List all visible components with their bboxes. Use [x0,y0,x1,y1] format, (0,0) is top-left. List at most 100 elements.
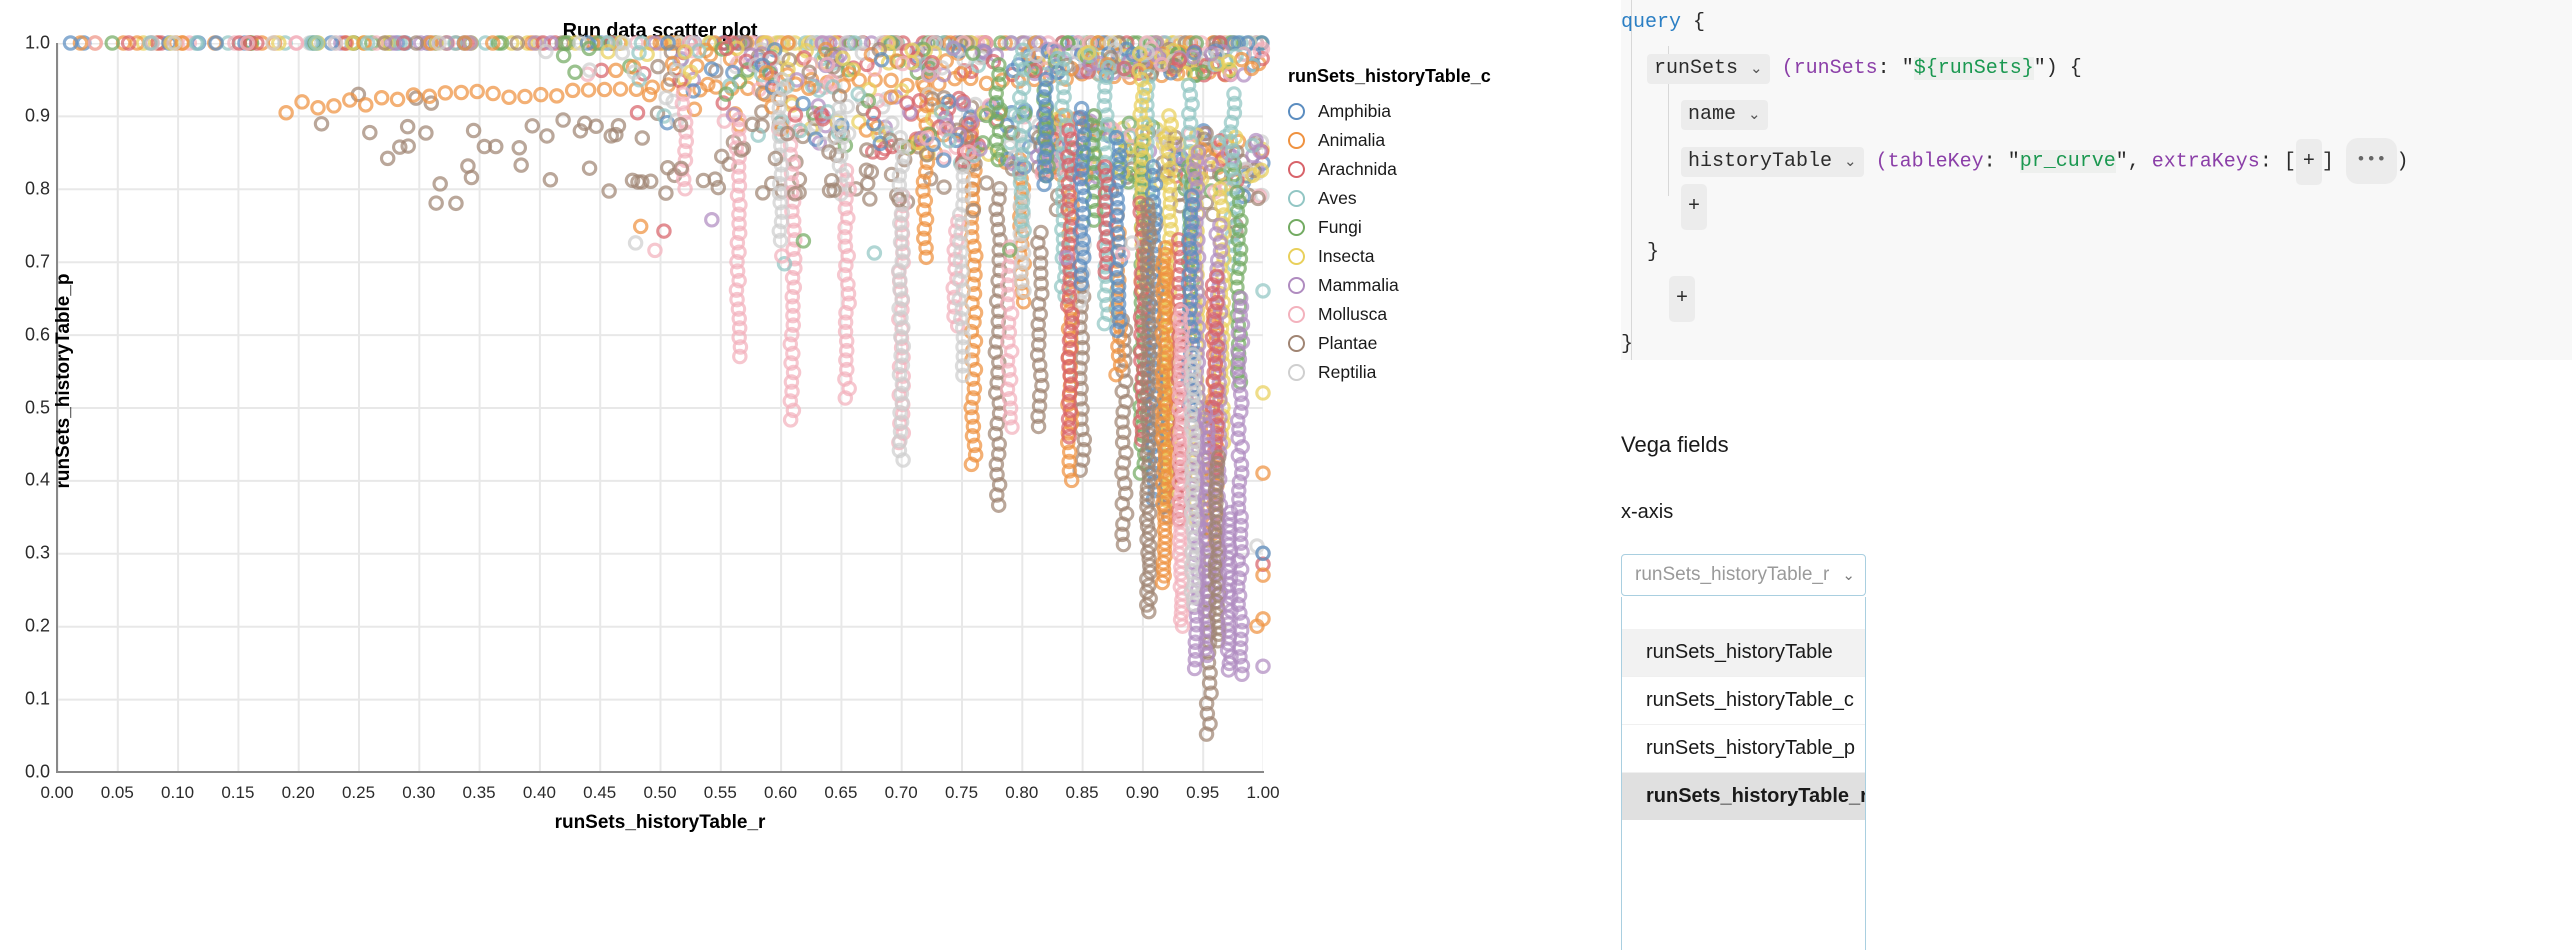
y-tick-label: 0.7 [24,251,50,272]
y-axis-line [56,43,58,773]
x-tick-label: 0.30 [402,783,436,802]
legend-item-label: Reptilia [1318,362,1377,382]
legend-item-animalia[interactable]: Animalia [1288,126,1538,155]
legend-item-label: Mollusca [1318,304,1388,324]
code-line-7: + [1621,276,2572,322]
legend-item-label: Aves [1318,188,1357,208]
legend-swatch-circle-icon [1288,219,1305,236]
y-axis-tick-labels: 0.0 0.1 0.2 0.3 0.4 0.5 0.6 0.7 0.8 0.9 1.0 [0,0,50,950]
x-tick-label: 0.90 [1125,783,1159,802]
arg-value-runsets[interactable]: ${runSets} [1913,57,2034,80]
y-tick-label: 0.0 [24,761,50,782]
legend-item-plantae[interactable]: Plantae [1288,329,1538,358]
scatter-points[interactable] [57,35,1271,772]
legend-swatch-circle-icon [1288,248,1305,265]
legend-item-fungi[interactable]: Fungi [1288,213,1538,242]
add-subfield-button[interactable]: + [1681,184,1707,230]
arg-value-tablekey[interactable]: pr_curve [2019,150,2116,174]
field-historytable[interactable]: historyTable ⌄ [1681,147,1864,178]
arg-name-extrakeys: extraKeys [2151,150,2260,174]
add-field-button[interactable]: + [1669,276,1695,322]
x-axis-field-label: x-axis [1621,501,1674,523]
chevron-down-icon[interactable]: ⌄ [1750,61,1763,78]
x-tick-label: 0.60 [764,783,798,802]
code-line-2: runSets ⌄ (runSets: "${runSets}") { [1621,46,2572,92]
x-tick-label: 1.00 [1246,783,1280,802]
dropdown-option-runSets_historyTable_c[interactable]: runSets_historyTable_c [1622,677,1865,724]
x-tick-label: 0.05 [100,783,134,802]
x-tick-label: 0.65 [824,783,858,802]
legend-item-mammalia[interactable]: Mammalia [1288,271,1538,300]
comma: , [2127,150,2140,174]
legend-item-label: Mammalia [1318,275,1399,295]
plot-area[interactable] [57,35,1271,772]
dropdown-search-row[interactable] [1622,597,1865,629]
x-axis-dropdown-menu[interactable]: runSets_historyTable runSets_historyTable… [1621,597,1866,950]
x-tick-label: 0.00 [40,783,74,802]
paren-open: ( [1875,150,1888,174]
paren-close-brace: ) { [2045,57,2082,80]
arg-name-runsets: runSets [1793,57,1878,80]
y-tick-label: 0.6 [24,324,50,345]
legend-item-label: Insecta [1318,246,1375,266]
dropdown-option-runSets_historyTable_p[interactable]: runSets_historyTable_p [1622,725,1865,772]
x-axis-select[interactable]: runSets_historyTable_r ⌄ [1621,554,1866,596]
legend-item-aves[interactable]: Aves [1288,184,1538,213]
legend-item-label: Fungi [1318,217,1362,237]
vega-fields-section-title: Vega fields [1621,432,1729,457]
y-tick-label: 1.0 [24,32,50,53]
legend-item-label: Plantae [1318,333,1378,353]
y-tick-label: 0.1 [24,688,50,709]
x-tick-label: 0.50 [643,783,677,802]
code-line-3: name ⌄ [1621,92,2572,138]
more-options-button[interactable]: ••• [2345,138,2397,184]
field-runsets[interactable]: runSets ⌄ [1647,54,1770,84]
legend-item-mollusca[interactable]: Mollusca [1288,300,1538,329]
legend-swatch-circle-icon [1288,335,1305,352]
x-tick-label: 0.75 [944,783,979,802]
open-brace: { [1693,11,1706,34]
close-brace: } [1647,241,1660,264]
legend-swatch-circle-icon [1288,364,1305,381]
bracket-open: [ [2283,150,2296,174]
legend-swatch-circle-icon [1288,132,1305,149]
paren-open: ( [1781,57,1794,80]
x-tick-label: 0.55 [703,783,737,802]
bracket-close: ] [2321,150,2334,174]
dropdown-option-runSets_historyTable_r[interactable]: runSets_historyTable_r [1622,773,1865,820]
x-tick-label: 0.40 [522,783,556,802]
y-tick-label: 0.3 [24,542,50,563]
legend-item-arachnida[interactable]: Arachnida [1288,155,1538,184]
legend-swatch-circle-icon [1288,306,1305,323]
legend-item-reptilia[interactable]: Reptilia [1288,358,1538,387]
paren-close: ) [2396,150,2409,174]
legend-rows: Amphibia Animalia Arachnida Aves Fungi Insect… [1288,97,1538,387]
field-name[interactable]: name ⌄ [1681,100,1768,130]
x-tick-label: 0.80 [1005,783,1039,802]
colon: : [1983,150,1996,174]
close-brace: } [1621,333,1634,356]
chevron-down-icon[interactable]: ⌄ [1748,107,1761,124]
x-tick-label: 0.25 [341,783,376,802]
legend: runSets_historyTable_c Amphibia Animalia A… [1288,66,1538,387]
x-tick-label: 0.10 [161,783,195,802]
x-tick-label: 0.45 [583,783,617,802]
x-axis-select-value: runSets_historyTable_r [1635,564,1830,585]
chevron-down-icon[interactable]: ⌄ [1842,567,1855,584]
dropdown-option-runSets_historyTable[interactable]: runSets_historyTable [1622,629,1865,676]
chevron-down-icon[interactable]: ⌄ [1844,154,1857,172]
dropdown-separator [1622,724,1865,725]
y-tick-label: 0.4 [24,469,50,490]
legend-item-amphibia[interactable]: Amphibia [1288,97,1538,126]
x-axis-title: runSets_historyTable_r [554,812,766,833]
y-axis-title: runSets_historyTable_p [53,273,74,489]
colon: : [1877,57,1890,80]
code-line-4: historyTable ⌄ (tableKey: "pr_curve", ex… [1621,138,2572,186]
legend-swatch-circle-icon [1288,277,1305,294]
add-extrakey-button[interactable]: + [2295,139,2322,186]
query-keyword: query [1621,11,1682,34]
dropdown-options[interactable]: runSets_historyTable runSets_historyTable… [1622,629,1865,820]
arg-name-tablekey: tableKey [1887,150,1984,174]
legend-item-insecta[interactable]: Insecta [1288,242,1538,271]
graphql-query-editor[interactable]: query { runSets ⌄ (runSets: "${runSets}"… [1621,0,2572,360]
